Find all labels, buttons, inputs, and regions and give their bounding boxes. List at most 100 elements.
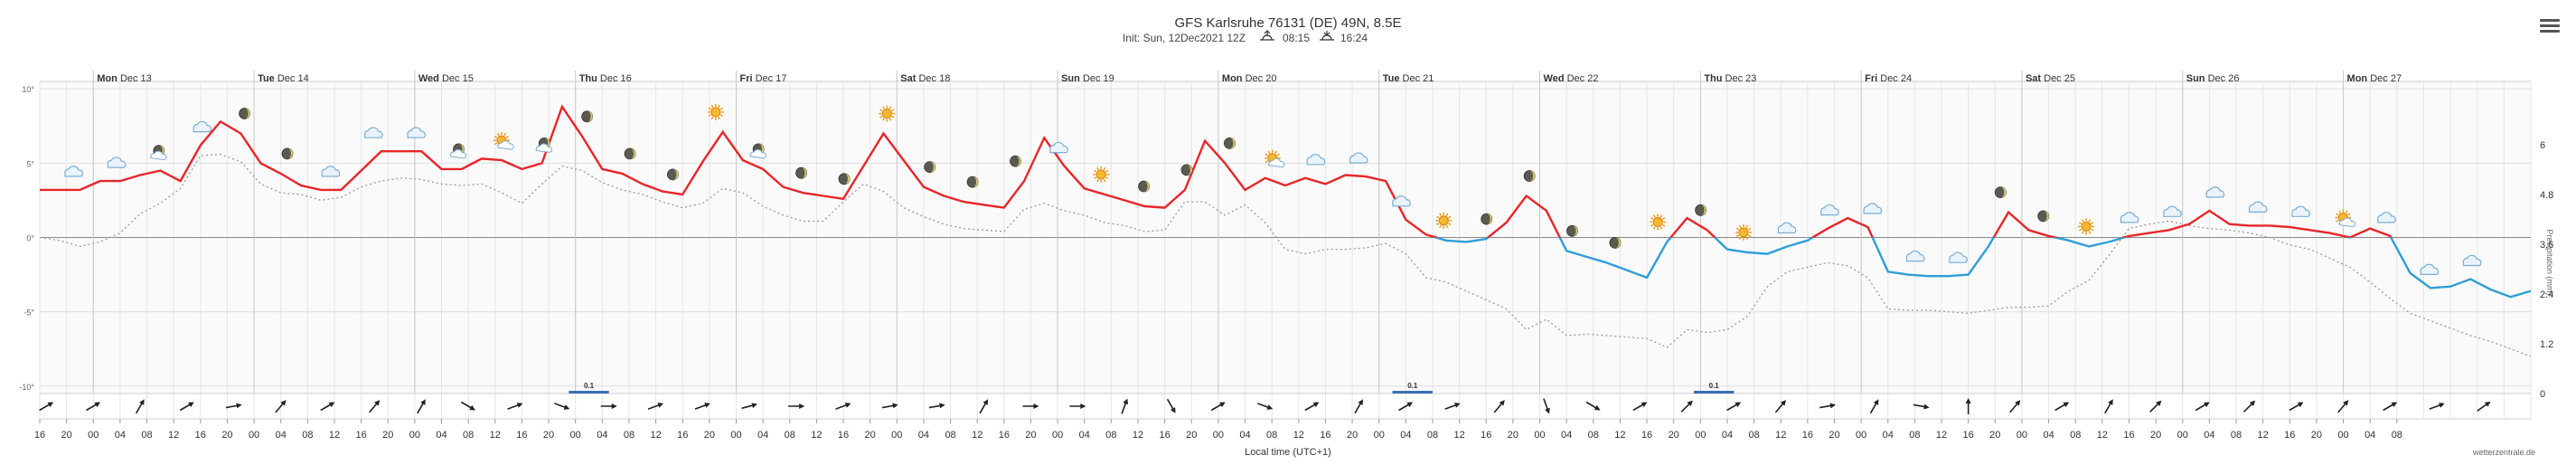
sun-ray: [1659, 214, 1663, 218]
sun-ray: [2078, 228, 2082, 232]
hamburger-menu-icon[interactable]: [2540, 16, 2560, 33]
sunset-icon: [1320, 31, 1334, 41]
cloud-shape: [2120, 212, 2139, 223]
cloud-shape: [364, 127, 383, 138]
wind-arrow: [2195, 402, 2210, 412]
x-tick-label: 20: [865, 430, 876, 441]
x-tick-label: 08: [1748, 430, 1759, 441]
sun-ray: [505, 135, 510, 138]
x-tick-label: 12: [1775, 430, 1786, 441]
wind-arrow-head: [563, 404, 570, 410]
cloud-shape: [2420, 263, 2440, 275]
x-tick-label: 08: [785, 430, 795, 441]
night-icon: [795, 166, 807, 179]
temperature-line-warm: [40, 104, 2393, 238]
moon-crescent: [1614, 237, 1621, 249]
sun-ray: [1445, 213, 1449, 216]
wind-arrow: [1444, 403, 1461, 410]
moon-crescent: [844, 173, 850, 185]
sun-ray: [1650, 223, 1654, 227]
cloud-shape: [1820, 204, 1839, 216]
x-tick-label: 08: [1266, 430, 1277, 441]
moon-crescent: [929, 161, 935, 173]
x-tick-label: 20: [704, 430, 715, 441]
wind-arrow-head: [1358, 399, 1363, 405]
x-tick-label: 04: [597, 430, 607, 441]
cloud-shape: [2248, 201, 2268, 213]
night-icon: [581, 110, 593, 123]
x-axis-label: Local time (UTC+1): [1245, 447, 1331, 458]
day-date: Dec 22: [1567, 73, 1599, 84]
wind-arrow-head: [982, 399, 989, 405]
wind-arrow-head: [374, 400, 381, 406]
x-tick-label: 00: [249, 430, 259, 441]
cloud-icon: [1905, 250, 1925, 262]
x-tick-label: 20: [221, 430, 232, 441]
x-tick-label: 12: [1936, 430, 1947, 441]
x-tick-label: 16: [1641, 430, 1652, 441]
cloud-icon: [1049, 141, 1068, 154]
wind-arrow: [1632, 402, 1648, 412]
cloud-icon: [2205, 186, 2225, 198]
wind-arrow: [1022, 403, 1039, 409]
wind-arrow-head: [611, 403, 617, 409]
x-tick-label: 12: [2097, 430, 2108, 441]
cloud-shape: [535, 143, 552, 153]
x-tick-label: 12: [1293, 430, 1304, 441]
precip-bar: [1392, 391, 1433, 394]
sun-ray: [710, 104, 714, 109]
x-tick-label: 12: [1614, 430, 1625, 441]
wind-arrow-head: [2391, 402, 2398, 408]
sun-disc: [1095, 169, 1106, 180]
cloud-shape: [2338, 217, 2356, 228]
cloud-shape: [107, 157, 127, 168]
day-date: Dec 14: [277, 73, 309, 84]
sun-ray: [1662, 217, 1666, 221]
sun-icon: [1435, 212, 1453, 229]
series-lines: [39, 104, 2532, 357]
x-tick-label: 20: [61, 430, 72, 441]
x-tick-label: 08: [1909, 430, 1920, 441]
wind-arrow: [979, 399, 989, 414]
wind-arrow-head: [2439, 403, 2445, 408]
menu-bar: [2540, 30, 2560, 33]
sun-icon: [707, 103, 724, 120]
cloud-icon: [193, 120, 212, 133]
x-tick-label: 04: [1079, 430, 1090, 441]
wind-arrow-head: [2297, 402, 2304, 408]
day-of-week: Tue: [258, 73, 277, 84]
sunrise-icon: [1260, 30, 1274, 41]
sun-ray: [1094, 176, 1097, 180]
moon-crescent: [758, 143, 765, 155]
night-icon: [1994, 186, 2007, 199]
cloud-icon: [1349, 152, 1368, 164]
day-label: Fri Dec 17: [739, 73, 786, 84]
menu-bar: [2540, 19, 2560, 22]
sun-ray: [496, 132, 500, 137]
wind-arrow: [1493, 400, 1505, 413]
moon-crescent: [1015, 156, 1021, 167]
cloud-shape: [407, 127, 427, 138]
wind-arrow: [2104, 399, 2113, 414]
moon-crescent: [587, 110, 593, 122]
sun-ray: [1439, 213, 1442, 216]
day-date: Dec 15: [442, 73, 474, 84]
wind-arrow: [835, 403, 851, 410]
wind-arrow-head: [1266, 404, 1274, 410]
wind-arrow-head: [1545, 407, 1550, 414]
cloud-icon: [1392, 195, 1411, 207]
sun-ray: [882, 106, 885, 109]
day-of-week: Sat: [2026, 73, 2044, 84]
sun-ray: [1103, 166, 1106, 171]
sun-ray: [1653, 226, 1656, 230]
wind-arrow: [460, 401, 475, 411]
x-tick-label: 04: [1561, 430, 1572, 441]
y-tick-label: 0°: [26, 234, 34, 243]
sun-ray: [1276, 153, 1280, 157]
cloud-shape: [321, 166, 341, 177]
cloud-shape: [2205, 186, 2225, 198]
night-icon: [1138, 180, 1150, 193]
night-icon: [1566, 224, 1578, 237]
sun-ray: [708, 107, 711, 110]
